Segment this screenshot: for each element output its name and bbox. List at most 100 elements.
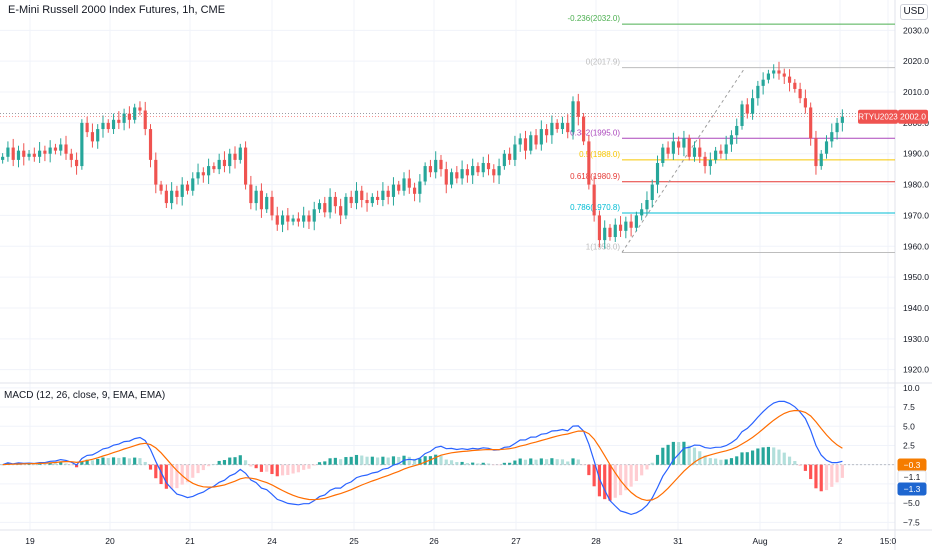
candle-body — [53, 147, 58, 151]
macd-histogram-bar — [666, 444, 670, 465]
candle-body — [476, 166, 480, 173]
macd-histogram-bar — [222, 460, 227, 465]
macd-axis-tick-label: 5.0 — [903, 421, 915, 431]
candle-body — [750, 98, 755, 114]
candle-body — [545, 129, 549, 136]
candle-body — [761, 79, 765, 86]
macd-histogram-bar — [772, 447, 776, 465]
macd-histogram-bar — [238, 455, 242, 465]
candle-body — [74, 159, 79, 167]
candle-body — [191, 178, 195, 191]
macd-histogram-bar — [117, 457, 121, 465]
candle-body — [259, 190, 264, 210]
candle-body — [729, 135, 734, 145]
macd-histogram-bar — [212, 463, 216, 465]
macd-histogram-bar — [360, 455, 364, 465]
candle-body — [560, 122, 565, 130]
macd-histogram-bar — [381, 456, 385, 465]
candle-body — [381, 190, 385, 200]
price-axis-tick-label: 1920.0 — [903, 365, 929, 375]
candle-body — [27, 153, 31, 157]
candle-body — [402, 178, 406, 191]
candle-body — [101, 122, 105, 130]
candle-body — [434, 159, 438, 173]
macd-histogram-bar — [407, 456, 411, 465]
macd-histogram-bar — [370, 456, 374, 465]
macd-histogram-bar — [824, 464, 829, 491]
candle-body — [719, 150, 723, 154]
macd-histogram-bar — [376, 457, 380, 465]
macd-histogram-bar — [550, 458, 554, 465]
macd-histogram-bar — [703, 455, 707, 465]
candle-body — [85, 122, 89, 133]
chart-title: E-Mini Russell 2000 Index Futures, 1h, C… — [8, 4, 226, 16]
candle-body — [164, 190, 168, 204]
macd-histogram-bar — [698, 451, 702, 465]
candle-body — [312, 209, 316, 222]
candle-body — [766, 73, 771, 80]
candle-body — [286, 215, 290, 222]
macd-histogram-bar — [682, 441, 686, 465]
macd-histogram-bar — [48, 463, 52, 465]
candle-body — [323, 203, 327, 213]
candle-body — [423, 166, 427, 182]
macd-histogram-bar — [354, 454, 359, 465]
candle-body — [201, 172, 205, 176]
macd-histogram-bar — [349, 456, 353, 465]
candle-body — [270, 196, 274, 216]
macd-histogram-bar — [154, 464, 158, 479]
candle-body — [608, 227, 612, 238]
macd-histogram-bar — [777, 449, 781, 465]
macd-histogram-bar — [90, 460, 95, 465]
candle-body — [365, 200, 369, 204]
macd-histogram-bar — [143, 461, 147, 465]
macd-histogram-bar — [397, 456, 401, 465]
candle-body — [814, 138, 818, 167]
candle-body — [756, 85, 760, 99]
macd-value-badge-label: −1.1 — [904, 472, 921, 482]
macd-line — [2, 400, 843, 516]
macd-value-badge-label: −0.3 — [904, 460, 921, 470]
macd-histogram-bar — [719, 459, 723, 465]
macd-histogram-bar — [782, 452, 786, 465]
symbol-badge-label: RTYU2023 — [858, 113, 898, 122]
macd-histogram-bar — [180, 464, 184, 485]
macd-histogram-bar — [53, 463, 58, 465]
candle-body — [207, 166, 211, 176]
macd-histogram-bar — [735, 456, 739, 465]
macd-histogram-bar — [518, 458, 522, 465]
candle-body — [328, 196, 332, 213]
candle-body — [502, 153, 506, 167]
macd-histogram-bar — [286, 464, 290, 476]
last-price-badge-label: 2002.0 — [900, 112, 926, 122]
candle-body — [497, 166, 501, 176]
candle-body — [196, 172, 200, 179]
candle-body — [439, 159, 443, 170]
price-axis-tick-label: 1990.0 — [903, 149, 929, 159]
candle-body — [809, 107, 813, 139]
candle-body — [455, 172, 459, 179]
macd-value-badge — [897, 482, 927, 496]
macd-histogram-bar — [444, 459, 448, 465]
candle-body — [613, 224, 617, 238]
candle-body — [354, 190, 359, 204]
macd-histogram-bar — [608, 464, 612, 501]
macd-histogram-bar — [761, 447, 765, 465]
candle-body — [296, 218, 300, 222]
price-axis-tick-label: 2020.0 — [903, 56, 929, 66]
macd-histogram-bar — [43, 464, 47, 465]
currency-button[interactable]: USD — [900, 4, 928, 20]
candle-body — [217, 159, 221, 170]
macd-histogram-bar — [661, 447, 665, 465]
macd-histogram-bar — [671, 441, 675, 465]
candle-body — [819, 153, 823, 167]
candle-body — [698, 147, 702, 157]
candle-body — [824, 141, 829, 154]
time-axis-tick-label: Aug — [752, 536, 767, 546]
macd-histogram-bar — [576, 459, 580, 465]
macd-histogram-bar — [629, 464, 633, 487]
macd-histogram-bar — [714, 458, 718, 465]
candle-body — [22, 150, 26, 157]
macd-histogram-bar — [175, 464, 179, 489]
